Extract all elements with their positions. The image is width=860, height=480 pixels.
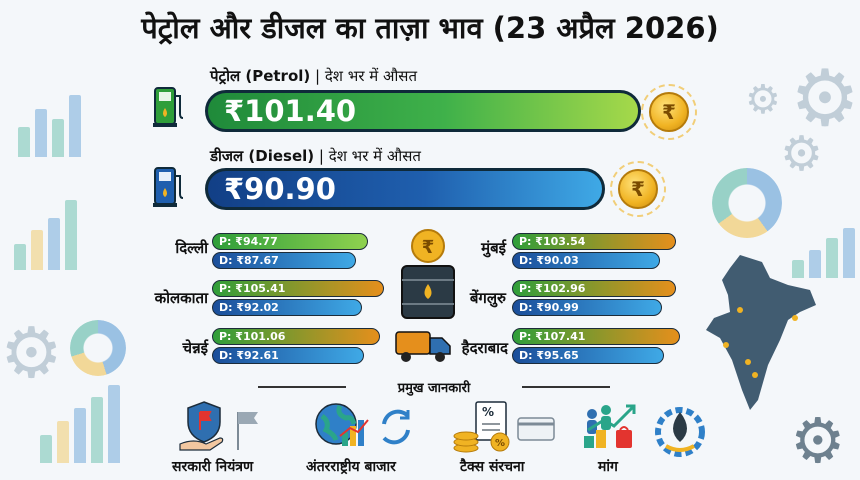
background-bar-chart-right [792, 228, 855, 278]
info-label: टैक्स संरचना [460, 459, 525, 475]
background-bar-chart-left-mid [14, 200, 77, 270]
city-diesel-price: D: ₹90.99 [512, 299, 662, 316]
background-gear-icon: ⚙ [0, 312, 63, 394]
city-diesel-price: D: ₹92.61 [212, 347, 364, 364]
city-petrol-price: P: ₹101.06 [212, 328, 380, 345]
city-petrol-price: P: ₹107.41 [512, 328, 680, 345]
fuel-gear-icon: ⚙ [790, 404, 846, 477]
fuel-truck-icon [395, 331, 451, 362]
india-map-icon [706, 255, 816, 410]
petrol-pump-icon [153, 87, 184, 127]
svg-text:%: % [482, 405, 494, 419]
demand-icon [584, 404, 636, 448]
city-diesel-price: D: ₹92.02 [212, 299, 362, 316]
city-petrol-price: P: ₹94.77 [212, 233, 368, 250]
coin-rays [610, 161, 666, 217]
diesel-pump-icon [153, 167, 184, 207]
city-name: दिल्ली [175, 239, 208, 257]
diesel-label-text: डीजल (Diesel) [210, 147, 315, 165]
background-gear-icon: ⚙ [780, 126, 824, 182]
petrol-label-text: पेट्रोल (Petrol) [210, 67, 311, 85]
city-name: बेंगलुरु [469, 289, 506, 307]
background-gear-icon: ⚙ [745, 77, 781, 123]
city-name: हैदराबाद [461, 339, 508, 357]
city-diesel-price: D: ₹87.67 [212, 252, 356, 269]
petrol-price-bar: ₹101.40 [205, 90, 641, 132]
rupee-coin-icon: ₹ [649, 92, 689, 132]
city-name: मुंबई [481, 239, 506, 257]
oil-drop-gear-icon [655, 407, 705, 457]
city-diesel-price: D: ₹95.65 [512, 347, 664, 364]
page-title: पेट्रोल और डीजल का ताज़ा भाव (23 अप्रैल … [141, 11, 719, 45]
city-name: कोलकाता [154, 289, 208, 307]
government-control-icon [179, 401, 258, 451]
city-name: चेन्नई [182, 339, 208, 357]
city-petrol-price: P: ₹105.41 [212, 280, 384, 297]
svg-text:₹: ₹ [422, 237, 435, 258]
diesel-sublabel: | देश भर में औसत [314, 147, 421, 165]
info-label: मांग [598, 459, 618, 475]
background-bar-chart-left-bottom [40, 385, 120, 463]
tax-structure-icon: % % [453, 401, 555, 453]
background-gear-icon: ⚙ [790, 54, 860, 144]
oil-barrel-icon: ₹ [401, 229, 455, 319]
info-label: सरकारी नियंत्रण [172, 459, 254, 475]
info-label: अंतरराष्ट्रीय बाजार [306, 459, 396, 475]
petrol-price: ₹101.40 [224, 94, 357, 128]
background-donut-chart-left [70, 320, 126, 376]
diesel-price-bar: ₹90.90 [205, 168, 605, 210]
city-diesel-price: D: ₹90.03 [512, 252, 660, 269]
background-bar-chart-left-top [18, 95, 81, 157]
global-market-icon [315, 403, 410, 446]
diesel-price: ₹90.90 [224, 172, 336, 206]
city-petrol-price: P: ₹103.54 [512, 233, 676, 250]
diesel-label: डीजल (Diesel) | देश भर में औसत [210, 146, 421, 166]
city-petrol-price: P: ₹102.96 [512, 280, 676, 297]
svg-text:%: % [495, 438, 505, 449]
coin-rays [641, 84, 697, 140]
background-donut-chart-right [712, 168, 782, 238]
petrol-sublabel: | देश भर में औसत [310, 67, 417, 85]
section-heading: प्रमुख जानकारी [258, 378, 610, 396]
petrol-label: पेट्रोल (Petrol) | देश भर में औसत [210, 66, 417, 86]
rupee-coin-icon: ₹ [618, 169, 658, 209]
